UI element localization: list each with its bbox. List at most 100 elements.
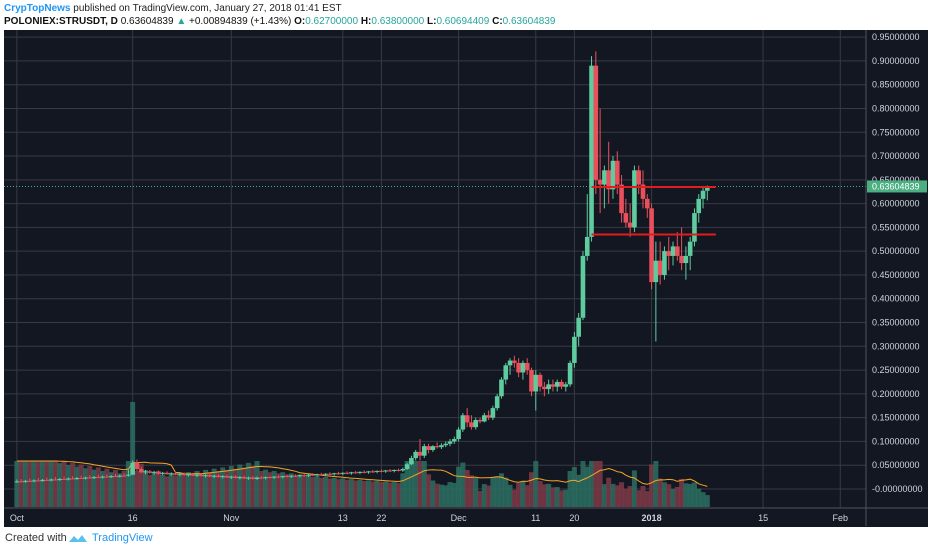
x-tick-label: 11 <box>531 513 540 523</box>
candle-body <box>168 473 174 475</box>
volume-bar <box>567 471 573 507</box>
candle-body <box>340 472 346 474</box>
candle-body <box>344 472 350 474</box>
volume-bar <box>113 469 119 507</box>
candle-body <box>216 475 221 478</box>
volume-bar <box>610 483 616 507</box>
up-arrow-icon: ▲ <box>176 16 187 27</box>
candle-body <box>529 370 534 392</box>
volume-bar <box>597 461 603 507</box>
x-tick-label: 22 <box>376 513 386 523</box>
candle-body <box>246 477 251 479</box>
volume-bar <box>271 471 277 507</box>
volume-bar <box>408 461 414 507</box>
volume-bar <box>52 461 58 507</box>
volume-bar <box>215 471 221 507</box>
candle-body <box>486 415 491 418</box>
close-label: C: <box>492 16 503 27</box>
candle-body <box>100 476 105 478</box>
volume-bar <box>91 469 97 507</box>
y-tick-label: 0.15000000 <box>872 413 920 423</box>
x-tick-label: 2018 <box>642 513 662 523</box>
x-tick-label: Dec <box>451 513 468 523</box>
candle-body <box>23 480 28 482</box>
candle-body <box>259 477 264 479</box>
candle-body <box>323 473 328 475</box>
candles <box>14 51 710 483</box>
candle-body <box>143 471 148 473</box>
volume-bar <box>275 473 281 507</box>
volume-bar <box>245 462 251 507</box>
candle-body <box>361 471 367 473</box>
candle-body <box>250 477 256 479</box>
volume-bar <box>61 461 67 507</box>
candle-body <box>374 470 380 472</box>
volume-bar <box>396 483 402 507</box>
candle-body <box>434 446 440 448</box>
candle-body <box>576 317 581 337</box>
candle-body <box>108 476 114 478</box>
candle-body <box>400 468 406 471</box>
candle-body <box>550 384 556 387</box>
published-text: published on TradingView.com, January 27… <box>73 3 342 14</box>
tradingview-brand-link[interactable]: TradingView <box>92 532 153 544</box>
candle-body <box>409 458 414 465</box>
volume-bar <box>679 478 685 507</box>
volume-bar <box>361 481 367 507</box>
volume-bar <box>100 471 106 507</box>
candle-body <box>271 476 277 478</box>
volume-bar <box>584 466 590 507</box>
candle-body <box>572 336 577 363</box>
candle-body <box>224 476 230 478</box>
volume-bar <box>74 466 80 507</box>
candle-body <box>18 481 24 483</box>
candle-body <box>439 445 444 448</box>
volume-bar <box>233 468 239 507</box>
volume-bar <box>477 491 483 507</box>
volume-bar <box>280 472 286 507</box>
candle-body <box>113 476 118 478</box>
price-chart[interactable]: 0.95000000 0.90000000 0.85000000 0.80000000… <box>0 30 932 527</box>
volume-bar <box>631 470 637 507</box>
candle-body <box>327 473 333 475</box>
candle-body <box>96 477 101 479</box>
candle-body <box>516 362 521 373</box>
symbol-label[interactable]: POLONIEX:STRUSDT, D <box>4 16 118 27</box>
volume-bar <box>78 464 84 507</box>
candle-body <box>164 472 170 475</box>
candle-body <box>666 251 672 256</box>
horizontal-lines[interactable] <box>4 185 866 236</box>
volume-bar <box>619 482 625 507</box>
x-tick-label: Oct <box>10 513 25 523</box>
volume-bar <box>22 461 28 507</box>
volume-bar <box>327 478 333 507</box>
candle-body <box>190 474 195 476</box>
volume-bar <box>138 463 144 507</box>
candle-body <box>542 386 547 390</box>
candle-body <box>160 472 165 474</box>
candle-body <box>173 473 178 475</box>
candle-body <box>610 160 616 190</box>
volume-bar <box>108 472 114 507</box>
candle-body <box>460 415 466 430</box>
high-value: 0.63800000 <box>371 16 425 27</box>
volume-bar <box>35 461 41 507</box>
y-tick-label: 0.40000000 <box>872 294 920 304</box>
candle-body <box>477 420 483 422</box>
candle-body <box>301 475 307 477</box>
volume-bar <box>481 484 487 507</box>
y-tick-label: 0.25000000 <box>872 365 920 375</box>
candle-body <box>126 474 131 476</box>
volume-bar <box>177 473 183 507</box>
volume-bar <box>173 475 179 507</box>
volume-bar <box>340 478 346 507</box>
volume-bar <box>305 475 311 507</box>
volume-bar <box>143 470 149 507</box>
candle-body <box>87 477 93 479</box>
tradingview-logo-icon <box>69 535 87 542</box>
volume-bar <box>576 474 582 507</box>
volume-bars <box>14 402 710 507</box>
volume-bar <box>468 475 474 507</box>
author-link[interactable]: CrypTopNews <box>4 3 71 14</box>
candle-body <box>177 473 183 475</box>
